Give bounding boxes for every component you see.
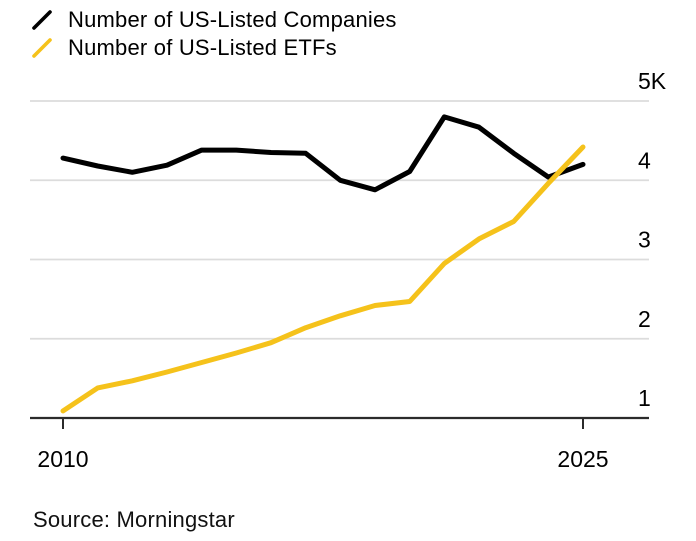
x-axis-label: 2025 bbox=[557, 446, 608, 472]
legend-label-companies: Number of US-Listed Companies bbox=[68, 7, 397, 32]
etfs-line-swatch-icon bbox=[32, 38, 52, 58]
x-axis-label: 2010 bbox=[37, 446, 88, 472]
y-axis-label: 4 bbox=[638, 147, 651, 173]
y-axis-label: 1 bbox=[638, 385, 651, 411]
legend-item-companies: Number of US-Listed Companies bbox=[31, 6, 397, 34]
etfs-line bbox=[60, 144, 586, 414]
source-attribution: Source: Morningstar bbox=[33, 507, 235, 532]
companies-line-swatch-icon bbox=[32, 10, 52, 30]
companies-line bbox=[60, 114, 586, 193]
y-axis-label: 3 bbox=[638, 227, 651, 253]
y-axis-label: 2 bbox=[638, 306, 651, 332]
chart-legend: Number of US-Listed Companies Number of … bbox=[31, 6, 397, 62]
legend-item-etfs: Number of US-Listed ETFs bbox=[31, 34, 397, 62]
legend-label-etfs: Number of US-Listed ETFs bbox=[68, 35, 337, 60]
y-axis-label: 5K bbox=[638, 68, 667, 94]
